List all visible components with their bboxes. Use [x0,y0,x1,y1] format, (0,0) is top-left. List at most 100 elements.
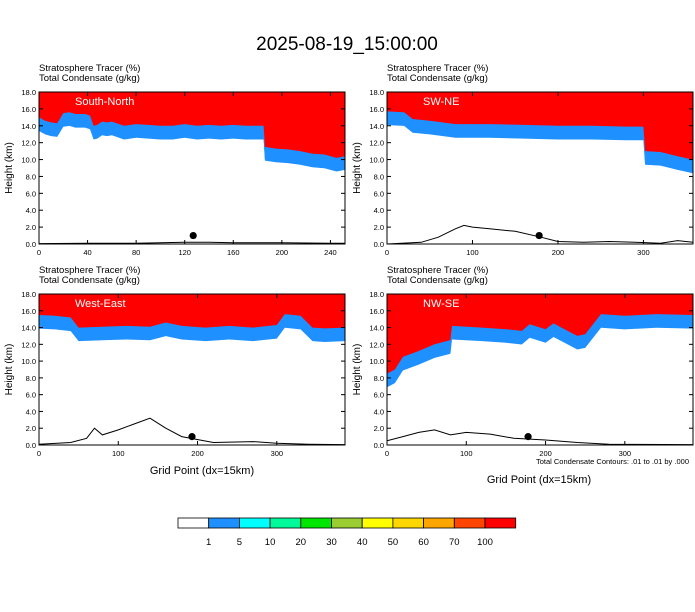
figure-title: 2025-08-19_15:00:00 [256,34,438,55]
ytick-label: 4.0 [374,407,384,416]
ytick-label: 14.0 [369,324,384,333]
ytick-label: 16.0 [369,307,384,316]
colorbar-label: 10 [265,537,276,548]
ytick-label: 2.0 [374,424,384,433]
xtick-label: 120 [178,248,191,257]
ytick-label: 6.0 [374,189,384,198]
ytick-label: 14.0 [21,122,36,131]
tracer-core [387,294,693,374]
ytick-label: 8.0 [26,374,36,383]
ytick-label: 4.0 [26,407,36,416]
ytick-label: 12.0 [369,340,384,349]
panel-header-line1: Stratosphere Tracer (%) [387,63,488,74]
xtick-label: 100 [466,248,479,257]
ytick-label: 12.0 [21,340,36,349]
ytick-label: 18.0 [369,290,384,299]
ytick-label: 2.0 [374,223,384,232]
colorbar-swatch [331,517,363,529]
panel-header-line1: Stratosphere Tracer (%) [39,63,140,74]
ytick-label: 2.0 [26,424,36,433]
colorbar-swatch [453,517,486,529]
ytick-label: 8.0 [26,172,36,181]
location-marker [189,231,197,240]
panel-3: Stratosphere Tracer (%)Total Condensate … [4,265,346,458]
colorbar-label: 30 [326,537,337,548]
panel-2: Stratosphere Tracer (%)Total Condensate … [352,63,694,257]
xtick-label: 240 [324,248,337,257]
ytick-label: 18.0 [369,88,384,97]
ytick-label: 0.0 [26,240,36,249]
ytick-label: 4.0 [26,206,36,215]
plot-frame [386,293,694,446]
colorbar-label: 60 [418,537,429,548]
location-marker [188,433,196,441]
tracer-core [39,294,345,329]
terrain-line [387,224,693,244]
plot-frame [38,91,346,245]
ytick-label: 6.0 [26,391,36,400]
xtick-label: 0 [37,248,41,257]
colorbar-swatch [269,517,302,529]
terrain-line [387,429,693,445]
ytick-label: 10.0 [21,357,36,366]
terrain-line [39,417,345,445]
colorbar-swatch [484,517,517,529]
xtick-label: 0 [37,449,41,458]
ytick-label: 10.0 [21,156,36,165]
panel-4: Stratosphere Tracer (%)Total Condensate … [352,265,694,458]
colorbar-label: 40 [357,537,368,548]
ytick-label: 16.0 [21,307,36,316]
ylabel: Height (km) [4,142,15,194]
ytick-label: 6.0 [26,189,36,198]
tracer-core [387,92,693,160]
xtick-label: 0 [385,449,389,458]
colorbar-swatch [361,517,394,529]
panel-1: Stratosphere Tracer (%)Total Condensate … [4,63,346,257]
panels: Stratosphere Tracer (%)Total Condensate … [4,63,694,458]
xtick-label: 80 [132,248,140,257]
panel-header-line1: Stratosphere Tracer (%) [39,265,140,276]
ytick-label: 16.0 [21,105,36,114]
tracer-core [39,92,345,158]
xlabel-right: Grid Point (dx=15km) [487,474,591,486]
location-marker [524,433,532,441]
colorbar-label: 50 [388,537,399,548]
panel-label: NW-SE [423,298,459,310]
xtick-label: 300 [619,449,632,458]
xtick-label: 100 [112,449,125,458]
colorbar-label: 5 [237,537,242,548]
ytick-label: 12.0 [369,139,384,148]
xtick-label: 200 [552,248,565,257]
panel-label: South-North [75,96,134,108]
ytick-label: 16.0 [369,105,384,114]
colorbar-label: 1 [206,537,211,548]
xlabel-left: Grid Point (dx=15km) [150,465,254,477]
ylabel: Height (km) [352,344,363,396]
ytick-label: 0.0 [374,240,384,249]
plot-frame [38,293,346,446]
footnote: Total Condensate Contours: .01 to .01 by… [536,457,689,466]
ytick-label: 2.0 [26,223,36,232]
panel-header-line2: Total Condensate (g/kg) [39,275,140,286]
xtick-label: 200 [539,449,552,458]
panel-label: West-East [75,298,126,310]
xtick-label: 100 [460,449,473,458]
panel-header-line2: Total Condensate (g/kg) [387,73,488,84]
terrain-line [39,241,345,244]
ytick-label: 0.0 [26,441,36,450]
ytick-label: 10.0 [369,156,384,165]
colorbar-label: 20 [296,537,307,548]
xtick-label: 300 [637,248,650,257]
colorbar-swatch [392,517,424,529]
xtick-label: 200 [276,248,289,257]
colorbar-swatch [177,517,210,529]
ytick-label: 6.0 [374,391,384,400]
panel-label: SW-NE [423,96,459,108]
ytick-label: 14.0 [21,324,36,333]
xtick-label: 200 [191,449,204,458]
xtick-label: 40 [83,248,91,257]
ytick-label: 4.0 [374,206,384,215]
panel-header-line1: Stratosphere Tracer (%) [387,265,488,276]
colorbar-label: 70 [449,537,460,548]
